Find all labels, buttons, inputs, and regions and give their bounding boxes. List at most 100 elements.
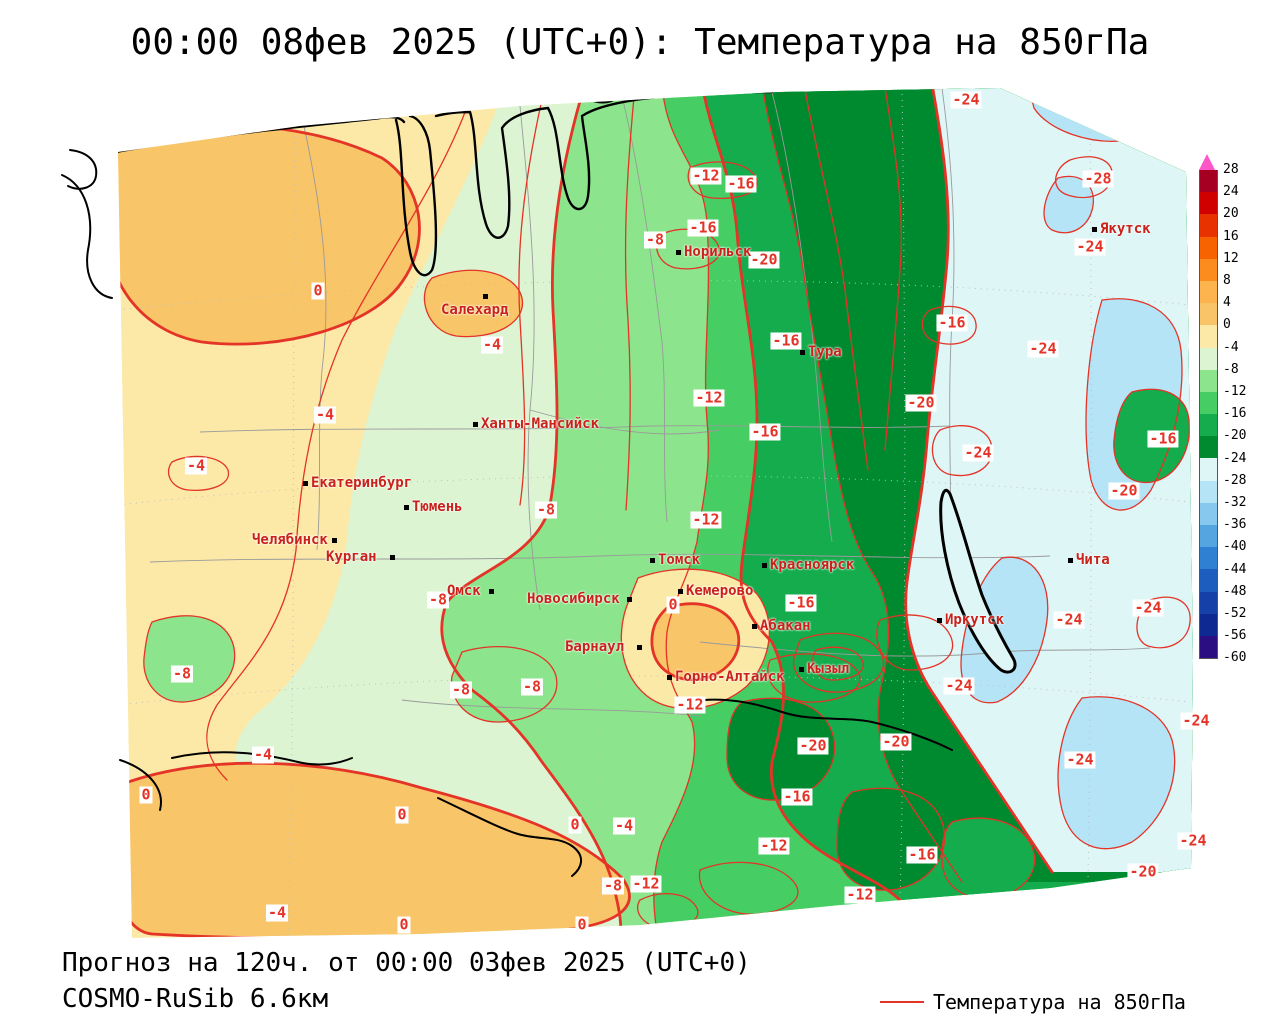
colorbar-segment xyxy=(1200,325,1217,348)
temp-label: -12 xyxy=(674,695,706,714)
temp-label: -20 xyxy=(1108,481,1140,500)
page-title: 00:00 08фев 2025 (UTC+0): Температура на… xyxy=(130,22,1150,63)
temp-label: -8 xyxy=(534,500,558,519)
colorbar-segment xyxy=(1200,303,1217,326)
temp-label: -8 xyxy=(520,677,544,696)
colorbar-tick-label: -12 xyxy=(1223,384,1247,399)
temp-label: 0 xyxy=(395,805,409,824)
temp-label: -8 xyxy=(170,664,194,683)
temp-label: -4 xyxy=(313,405,337,424)
city-label: Красноярск xyxy=(770,557,855,573)
temp-label: -24 xyxy=(1180,711,1212,730)
temp-label: -16 xyxy=(749,422,781,441)
colorbar-arrow-icon xyxy=(1199,154,1215,170)
city-label: Кызыл xyxy=(807,661,850,677)
city-dot xyxy=(489,589,494,594)
legend: Температура на 850гПа xyxy=(880,990,1186,1014)
colorbar-tick-label: -60 xyxy=(1223,650,1247,666)
temp-label: -20 xyxy=(748,250,780,269)
temperature-field xyxy=(118,88,1193,938)
colorbar-tick-label: 4 xyxy=(1223,295,1231,311)
forecast-info: Прогноз на 120ч. от 00:00 03фев 2025 (UT… xyxy=(62,948,751,978)
city-label: Курган xyxy=(326,549,377,565)
city-label: Челябинск xyxy=(252,532,328,548)
temp-label: 0 xyxy=(397,915,411,934)
city-label: Тюмень xyxy=(412,499,463,515)
temp-label: -16 xyxy=(906,845,938,864)
colorbar-tick-label: -44 xyxy=(1223,561,1247,577)
temp-label: -8 xyxy=(449,680,473,699)
colorbar-segment xyxy=(1200,258,1217,281)
admin-borders xyxy=(149,88,1151,717)
city-label: Норильск xyxy=(684,244,752,260)
colorbar-segment xyxy=(1200,458,1217,481)
temp-label: -12 xyxy=(693,388,725,407)
city-label: Новосибирск xyxy=(527,591,620,607)
temp-label: -24 xyxy=(1064,750,1096,769)
colorbar-segment xyxy=(1200,347,1217,370)
colorbar: 28 24 20 16 12 8 4 0 -4 -8 -12 -16 -20 -24 -28 -32 -36 -4… xyxy=(1199,154,1246,665)
city-dot xyxy=(332,538,337,543)
colorbar-tick-label: -36 xyxy=(1223,517,1247,533)
colorbar-segment xyxy=(1200,525,1217,548)
colorbar-segment xyxy=(1200,635,1217,659)
colorbar-tick-label: -52 xyxy=(1223,606,1247,621)
colorbar-segment xyxy=(1200,170,1217,193)
temp-label: 0 xyxy=(666,595,680,614)
colorbar-tick-label: 0 xyxy=(1223,317,1231,333)
city-dot xyxy=(762,563,767,568)
colorbar-tick-label: -56 xyxy=(1223,628,1247,644)
colorbar-tick-label: -40 xyxy=(1223,539,1247,555)
city-label: Иркутск xyxy=(945,612,1005,628)
city-label: Барнаул xyxy=(565,639,625,655)
colorbar-tick-label: -24 xyxy=(1223,450,1247,466)
temp-label: -8 xyxy=(643,230,667,249)
temp-label: -12 xyxy=(844,885,876,904)
city-label: Чита xyxy=(1076,552,1110,568)
temp-label: -20 xyxy=(880,732,912,751)
colorbar-labels: 28 24 20 16 12 8 4 0 -4 -8 -12 -16 -20 -24 -28 -32 -36 -4… xyxy=(1223,163,1263,670)
colorbar-segment xyxy=(1200,502,1217,525)
temp-label: -24 xyxy=(1074,237,1106,256)
colorbar-tick-label: 20 xyxy=(1223,206,1239,222)
temp-label: 0 xyxy=(311,281,325,300)
temp-label: -12 xyxy=(758,836,790,855)
city-label: Кемерово xyxy=(686,583,754,599)
temp-label: -24 xyxy=(943,676,975,695)
colorbar-tick-label: -16 xyxy=(1223,406,1247,422)
temp-label: -16 xyxy=(687,218,719,237)
temp-label: -16 xyxy=(785,593,817,612)
city-dot xyxy=(390,555,395,560)
temp-label: -12 xyxy=(690,166,722,185)
colorbar-segment xyxy=(1200,280,1217,304)
temp-label: -24 xyxy=(1053,610,1085,629)
city-label: Якутск xyxy=(1100,221,1151,237)
city-dot xyxy=(637,645,642,650)
colorbar-tick-label: -20 xyxy=(1223,428,1247,444)
city-dot xyxy=(404,505,409,510)
city-label: Салехард xyxy=(441,302,509,318)
colorbar-segment xyxy=(1200,369,1217,392)
colorbar-segment xyxy=(1200,214,1217,237)
temp-label: -12 xyxy=(630,874,662,893)
legend-line-icon xyxy=(880,1001,924,1003)
colorbar-tick-label: -28 xyxy=(1223,472,1247,488)
temp-label: -20 xyxy=(905,393,937,412)
colorbar-tick-label: -32 xyxy=(1223,495,1247,510)
city-label: Ханты-Мансийск xyxy=(481,416,600,432)
temp-label: -4 xyxy=(265,903,289,922)
temp-label: -4 xyxy=(184,456,208,475)
city-label: Томск xyxy=(658,552,701,568)
temp-label: -24 xyxy=(1177,831,1209,850)
temp-label: -16 xyxy=(770,331,802,350)
temp-label: -8 xyxy=(601,876,625,895)
colorbar-segment xyxy=(1200,480,1217,503)
temp-label: 0 xyxy=(139,785,153,804)
temp-label: -24 xyxy=(950,90,982,109)
temp-label: -16 xyxy=(725,174,757,193)
colorbar-tick-label: -8 xyxy=(1223,361,1239,377)
city-label: Тура xyxy=(808,344,842,360)
colorbar-tick-label: 16 xyxy=(1223,228,1239,244)
colorbar-tick-label: -4 xyxy=(1223,339,1239,355)
colorbar-segment xyxy=(1200,591,1217,614)
